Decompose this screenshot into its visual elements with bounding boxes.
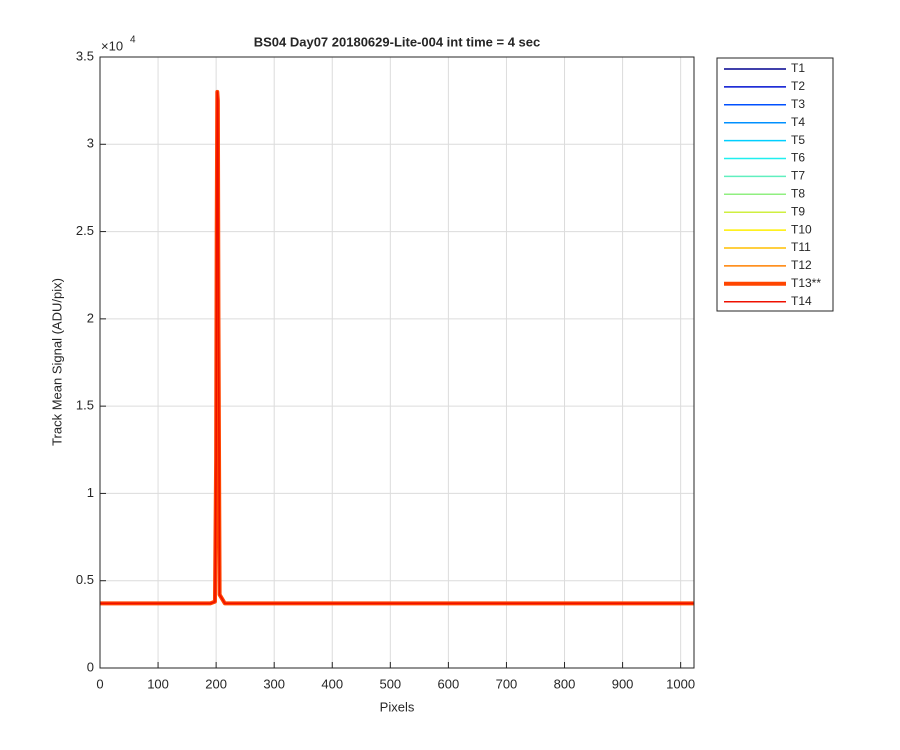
x-tick-label: 900 bbox=[612, 676, 634, 691]
x-tick-label: 0 bbox=[96, 676, 103, 691]
legend-label: T7 bbox=[791, 169, 805, 183]
y-tick-label: 0 bbox=[87, 659, 94, 674]
y-tick-label: 0.5 bbox=[76, 572, 94, 587]
y-tick-label: 3.5 bbox=[76, 48, 94, 63]
legend-label: T1 bbox=[791, 61, 805, 75]
legend-label: T11 bbox=[791, 240, 811, 254]
x-tick-label: 1000 bbox=[666, 676, 695, 691]
legend-label: T2 bbox=[791, 79, 805, 93]
chart-title: BS04 Day07 20180629-Lite-004 int time = … bbox=[254, 34, 541, 49]
legend-label: T6 bbox=[791, 151, 805, 165]
legend-label: T12 bbox=[791, 258, 812, 272]
legend-label: T10 bbox=[791, 222, 812, 236]
legend-label: T3 bbox=[791, 97, 805, 111]
legend-label: T4 bbox=[791, 115, 805, 129]
data-line bbox=[100, 91, 694, 605]
y-axis-label: Track Mean Signal (ADU/pix) bbox=[49, 278, 64, 446]
legend-entries: T1 T2 T3 T4 T5 T6 T7 T8 T9 T10 T11 T12 T13** T14 bbox=[724, 61, 821, 308]
x-axis-label: Pixels bbox=[380, 699, 415, 714]
y-tick-label: 1 bbox=[87, 485, 94, 500]
x-tick-label: 100 bbox=[147, 676, 169, 691]
legend-label: T9 bbox=[791, 204, 805, 218]
y-multiplier-exponent: 4 bbox=[130, 35, 136, 46]
y-tick-label: 2 bbox=[87, 310, 94, 325]
x-tick-label: 400 bbox=[321, 676, 343, 691]
x-tick-label: 500 bbox=[379, 676, 401, 691]
y-tick-label: 2.5 bbox=[76, 223, 94, 238]
plot-area: 0 100 200 300 400 500 600 700 800 900 1000 0 0.5 1 1.5… bbox=[76, 48, 695, 691]
x-tick-label: 300 bbox=[263, 676, 285, 691]
x-tick-label: 600 bbox=[438, 676, 460, 691]
x-tick-label: 700 bbox=[496, 676, 518, 691]
legend-label: T13** bbox=[791, 276, 821, 290]
legend bbox=[716, 57, 834, 312]
legend-label: T5 bbox=[791, 133, 805, 147]
legend-label: T8 bbox=[791, 186, 805, 200]
y-tick-label: 1.5 bbox=[76, 398, 94, 413]
axes-box bbox=[99, 56, 695, 669]
legend-label: T14 bbox=[791, 294, 812, 308]
y-tick-label: 3 bbox=[87, 136, 94, 151]
x-tick-label: 800 bbox=[554, 676, 576, 691]
x-tick-label: 200 bbox=[205, 676, 227, 691]
y-multiplier: ×10 bbox=[101, 38, 123, 53]
